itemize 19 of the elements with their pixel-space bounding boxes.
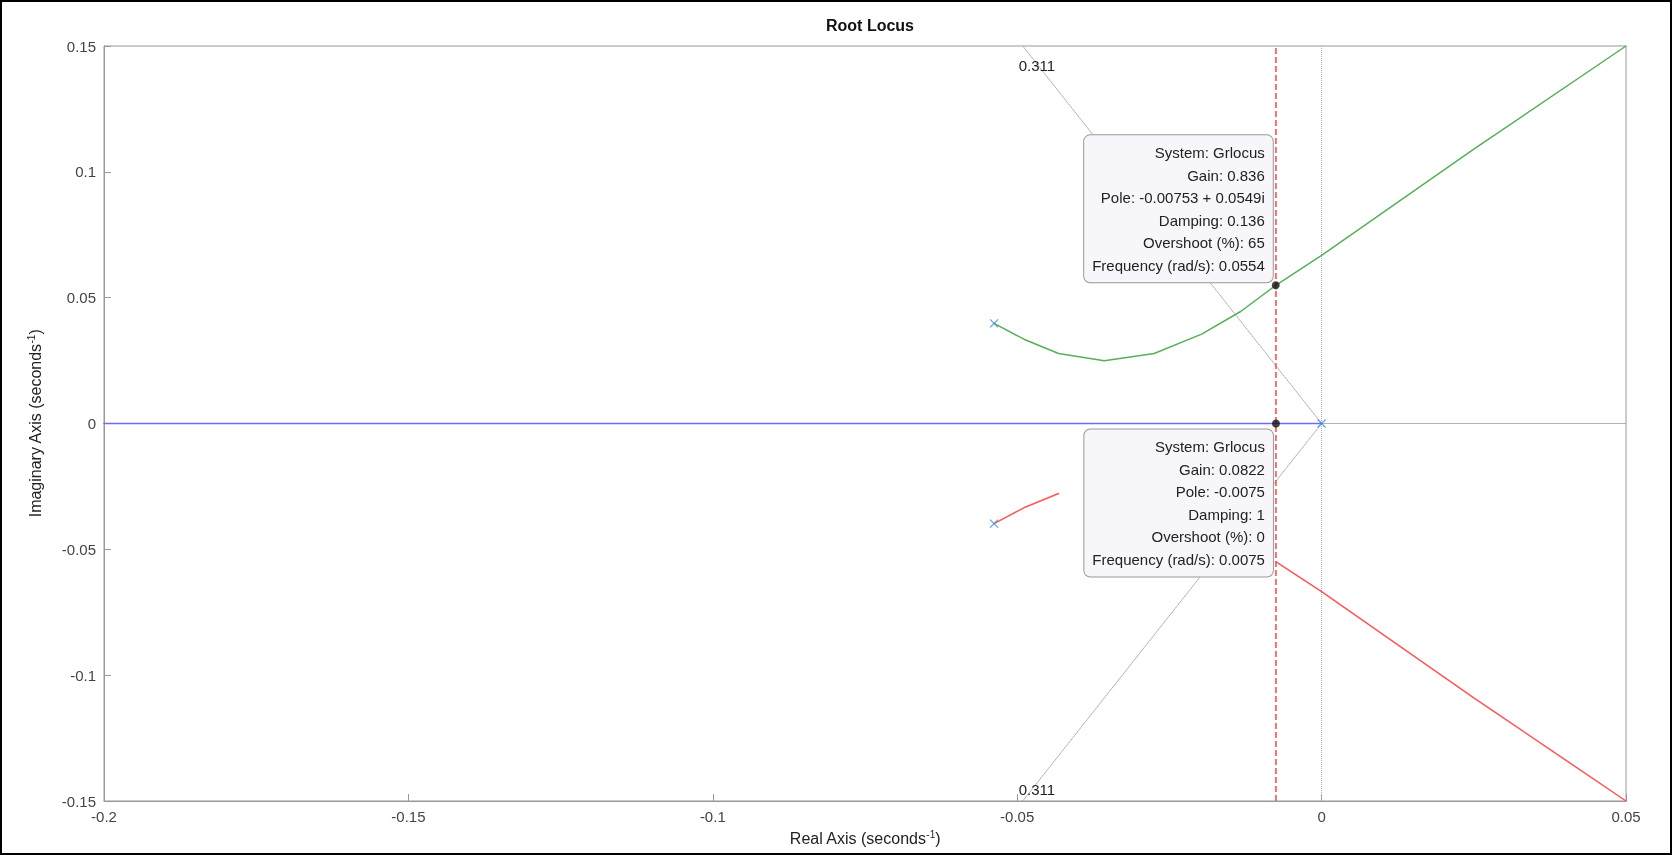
annotation: 0.311 xyxy=(1018,781,1056,798)
y-tick-label: -0.1 xyxy=(70,666,96,684)
x-tick-label: 0.05 xyxy=(1611,808,1641,825)
x-tick-label: -0.05 xyxy=(1000,808,1035,825)
x-tick-label: -0.2 xyxy=(91,808,117,825)
y-tick-label: 0.15 xyxy=(66,37,96,55)
x-tick-label: -0.15 xyxy=(391,808,426,825)
x-tick-label: 0 xyxy=(1317,808,1326,825)
x-tick-label: -0.1 xyxy=(699,808,726,825)
y-tick-label: 0.1 xyxy=(75,163,96,181)
chart-title: Root Locus xyxy=(826,16,915,34)
annotation: 0.311 xyxy=(1018,57,1056,74)
annotation: System: Grlocus Gain: 0.0822 Pole: -0.0075 Damping: 1 Overshoot (%): 0 Frequency (rad/s): 0.0075 xyxy=(1092,438,1265,568)
annotation: System: Grlocus Gain: 0.836 Pole: -0.00753 + 0.0549i Damping: 0.136 Overshoot (%): 65 Frequency (rad/s): 0.0554 xyxy=(1092,144,1265,274)
y-tick-label: 0 xyxy=(87,415,96,432)
y-tick-label: -0.15 xyxy=(61,792,96,810)
y-tick-label: 0.05 xyxy=(66,289,96,307)
y-tick-label: -0.05 xyxy=(61,540,96,558)
y-axis-title: Imaginary Axis (seconds-1) xyxy=(25,329,44,518)
